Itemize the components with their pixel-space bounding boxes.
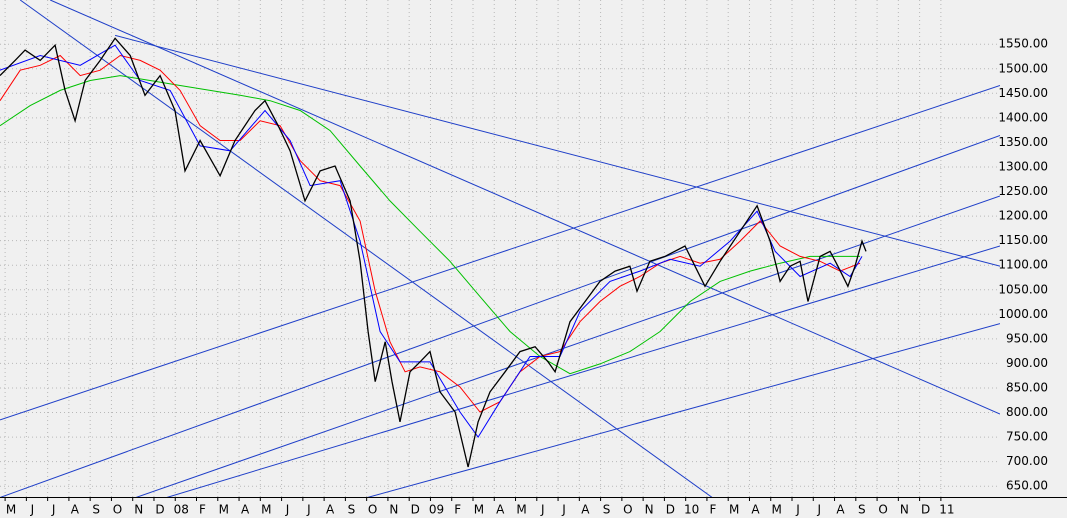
x-tick-label: M [516, 503, 526, 517]
trend-line [50, 0, 1000, 415]
trend-line [367, 323, 1000, 497]
x-tick-label: J [795, 503, 800, 517]
y-tick-label: 1300.00 [998, 159, 1048, 173]
x-tick-label: A [751, 503, 760, 517]
x-tick-label: J [306, 503, 311, 517]
x-tick-label: 08 [174, 503, 189, 517]
trend-line [19, 0, 713, 497]
x-tick-label: J [285, 503, 290, 517]
x-tick-label: S [603, 503, 611, 517]
x-tick-label: O [113, 503, 122, 517]
x-tick-label: N [900, 503, 909, 517]
x-tick-label: 10 [684, 503, 699, 517]
labels: 650.00 700.00 750.00 800.00 850.00 900.00 950.… [4, 37, 1048, 517]
y-tick-label: 1150.00 [998, 233, 1048, 247]
x-tick-label: F [454, 503, 461, 517]
x-tick-label: S [858, 503, 866, 517]
y-tick-label: 750.00 [1006, 430, 1048, 444]
x-tick-label: M [219, 503, 229, 517]
trend-line [0, 135, 1000, 497]
x-tick-label: J [30, 503, 35, 517]
series-line [0, 44, 863, 438]
x-tick-label: D [921, 503, 930, 517]
x-tick-label: A [241, 503, 250, 517]
x-tick-label: M [261, 503, 271, 517]
x-tick-label: A [581, 503, 590, 517]
series-line [0, 54, 861, 413]
x-tick-label: O [878, 503, 887, 517]
x-tick-label: J [51, 503, 56, 517]
y-tick-label: 1250.00 [998, 184, 1048, 198]
y-tick-label: 850.00 [1006, 380, 1048, 394]
y-tick-label: 1050.00 [998, 282, 1048, 296]
x-tick-label: A [496, 503, 505, 517]
x-tick-label: M [729, 503, 739, 517]
y-tick-label: 900.00 [1006, 356, 1048, 370]
y-tick-label: 1400.00 [998, 110, 1048, 124]
grid [0, 0, 1000, 497]
x-tick-label: N [389, 503, 398, 517]
x-tick-label: F [199, 503, 206, 517]
series-line [0, 37, 867, 468]
x-tick-label: J [540, 503, 545, 517]
x-tick-label: S [348, 503, 356, 517]
x-tick-label: A [71, 503, 80, 517]
y-tick-label: 1350.00 [998, 135, 1048, 149]
x-tick-label: D [155, 503, 164, 517]
y-tick-label: 1450.00 [998, 86, 1048, 100]
x-tick-label: N [134, 503, 143, 517]
x-tick-label: D [411, 503, 420, 517]
x-tick-label: S [92, 503, 100, 517]
trend-line [0, 85, 1000, 421]
plot-area [0, 0, 1000, 497]
series-line [0, 75, 861, 375]
y-tick-label: 1000.00 [998, 307, 1048, 321]
x-tick-label: J [816, 503, 821, 517]
y-tick-label: 950.00 [1006, 331, 1048, 345]
x-tick-label: N [645, 503, 654, 517]
x-tick-label: D [666, 503, 675, 517]
x-tick-label: A [326, 503, 335, 517]
x-tick-label: M [474, 503, 484, 517]
y-tick-label: 700.00 [1006, 454, 1048, 468]
y-tick-label: 1550.00 [998, 37, 1048, 51]
x-tick-label: 11 [939, 503, 954, 517]
x-tick-label: F [709, 503, 716, 517]
x-tick-label: M [772, 503, 782, 517]
y-tick-label: 1200.00 [998, 209, 1048, 223]
y-tick-label: 800.00 [1006, 405, 1048, 419]
x-tick-label: O [623, 503, 632, 517]
y-tick-label: 1100.00 [998, 258, 1048, 272]
y-tick-label: 1500.00 [998, 61, 1048, 75]
x-tick-label: A [836, 503, 845, 517]
y-tick-label: 650.00 [1006, 479, 1048, 493]
trend-line [135, 195, 1000, 497]
x-tick-label: M [6, 503, 16, 517]
trend-line [166, 245, 1000, 497]
x-tick-label: O [368, 503, 377, 517]
x-tick-label: J [561, 503, 566, 517]
trend-line [114, 34, 1000, 267]
x-tick-label: 09 [429, 503, 444, 517]
